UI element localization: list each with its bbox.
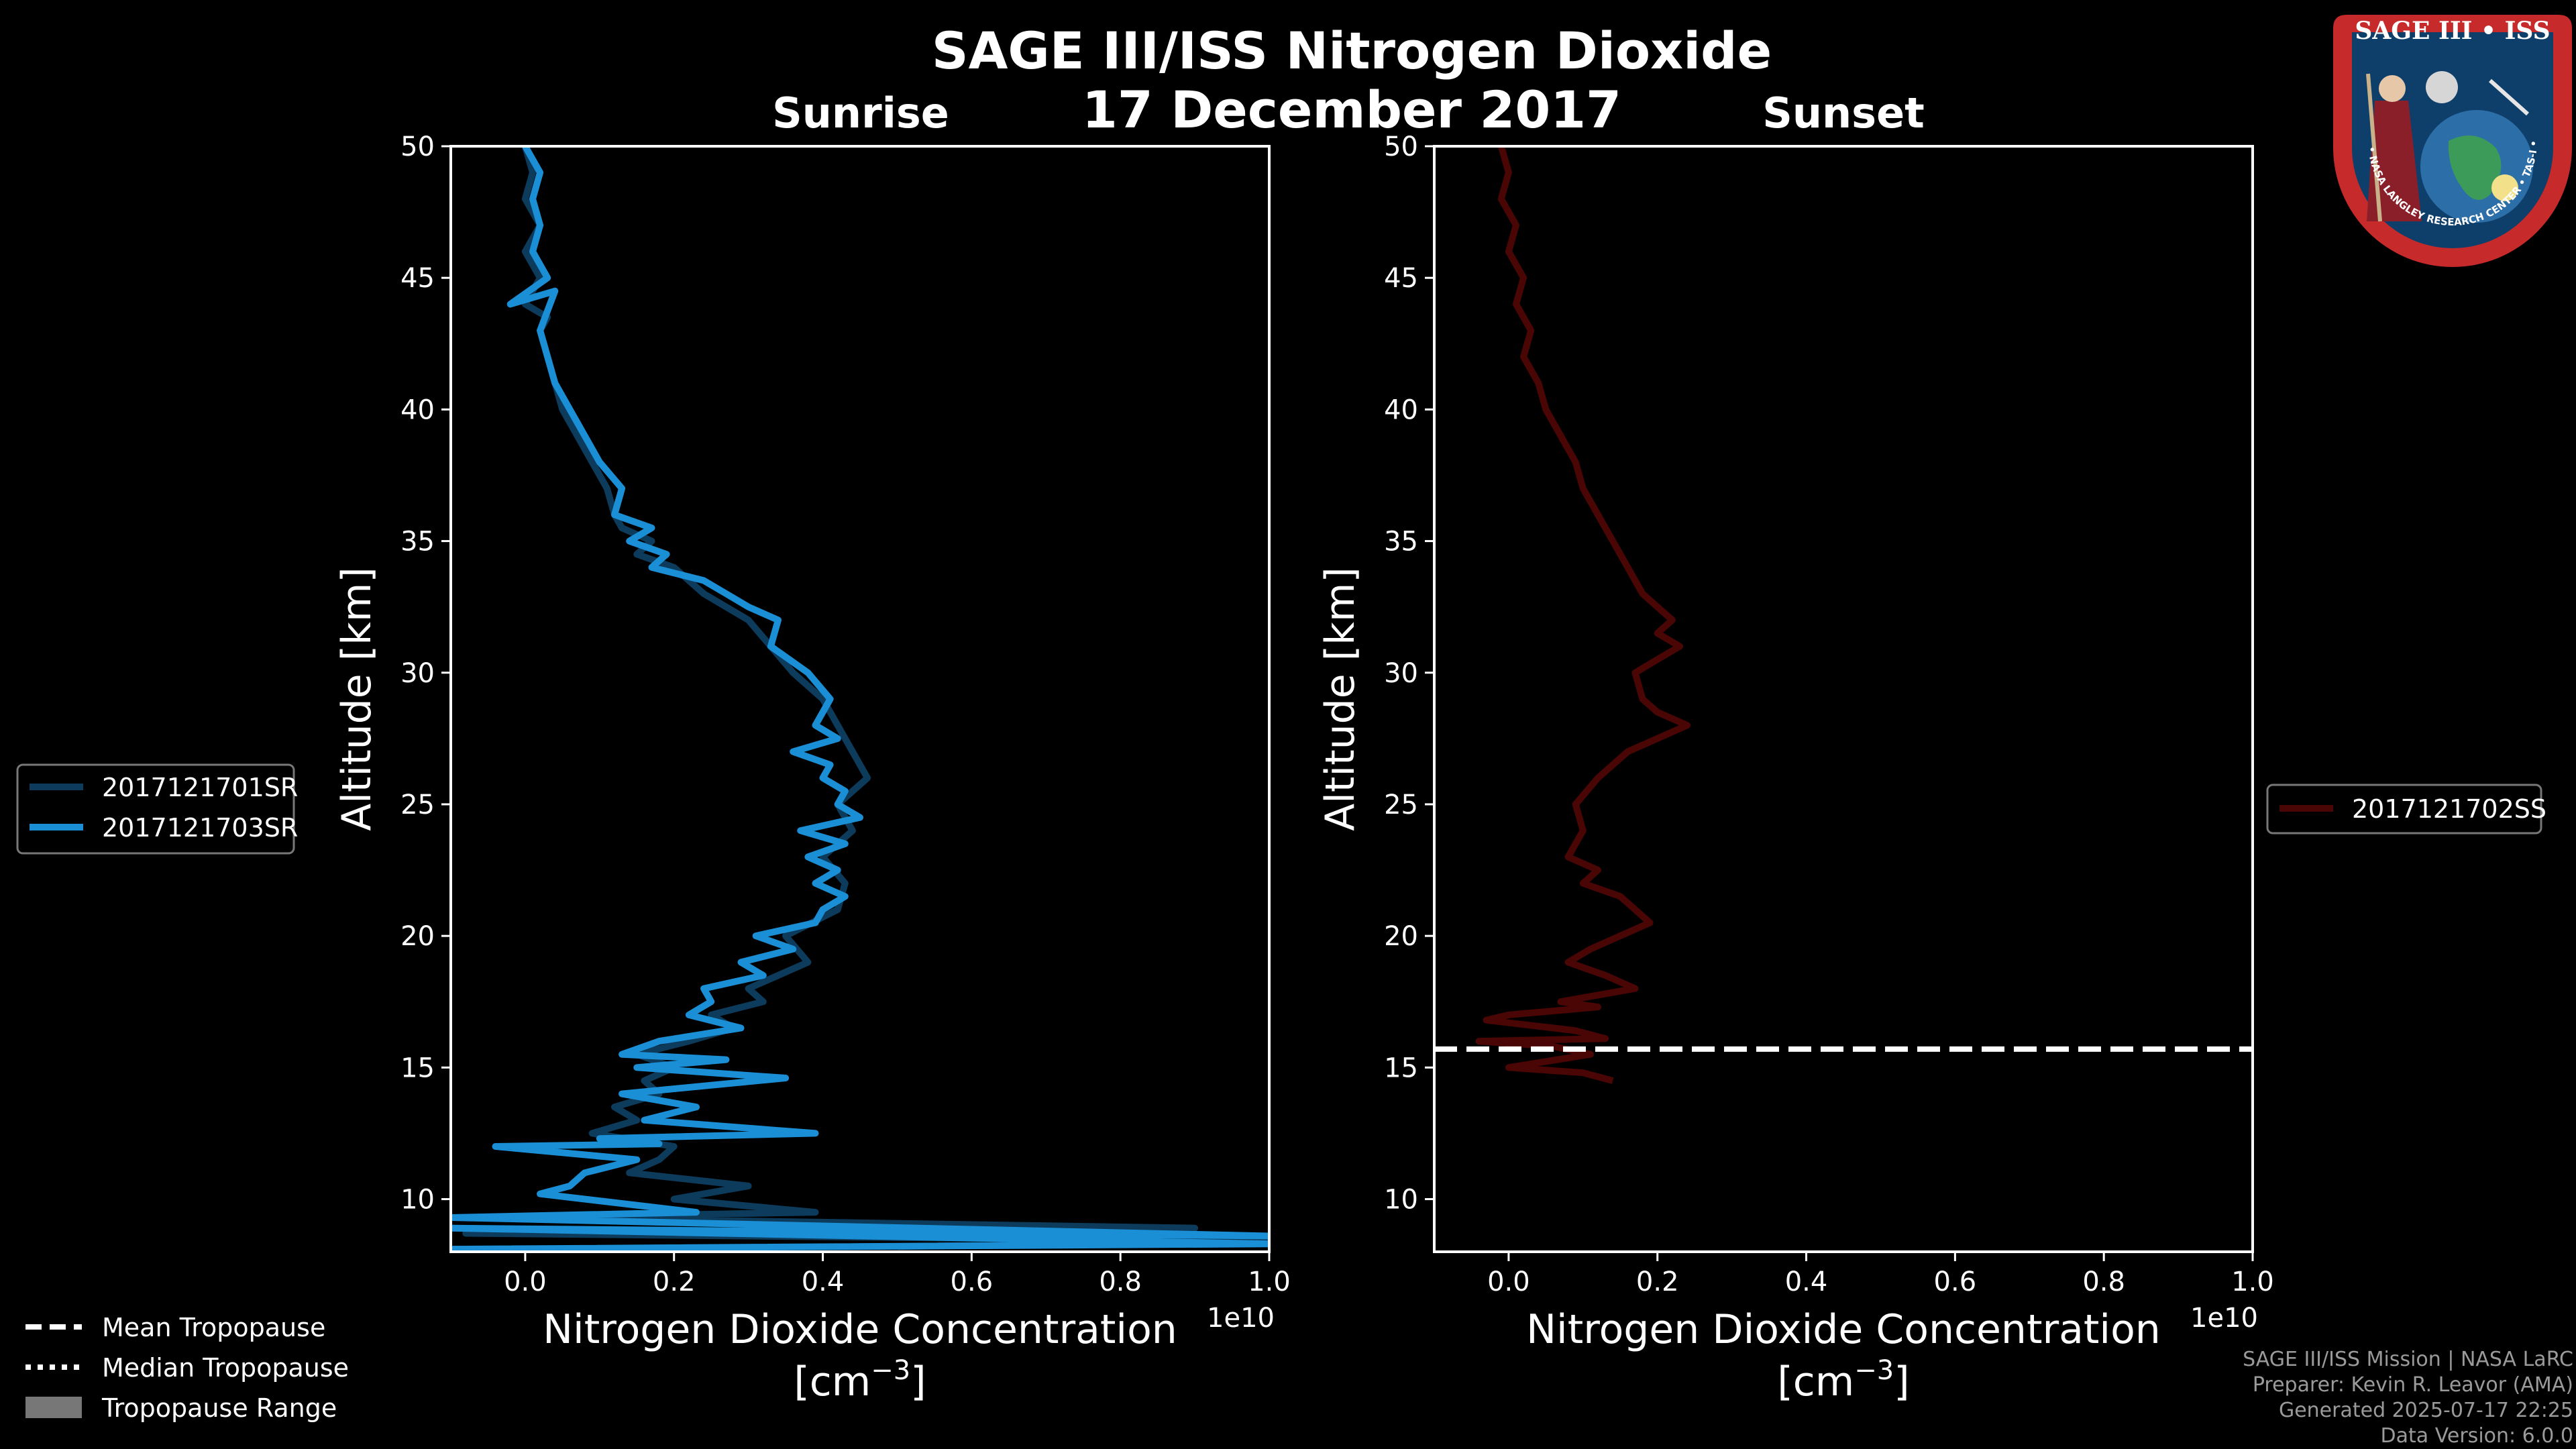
legend-swatch-tropopause-range — [25, 1397, 82, 1418]
y-axis-label-sunset: Altitude [km] — [1317, 567, 1364, 831]
legend-sunrise: 2017121701SR 2017121703SR — [16, 763, 298, 855]
y-tick-label-sunrise-1: 15 — [400, 1053, 435, 1083]
x-tick-label-sunset-4: 0.8 — [2082, 1267, 2125, 1297]
plot-area-sunrise — [451, 146, 1269, 1252]
panel-subtitle-sunrise: Sunrise — [772, 89, 949, 138]
y-tick-label-sunset-0: 10 — [1384, 1185, 1418, 1216]
y-tick-label-sunrise-6: 40 — [400, 394, 435, 425]
y-tick-label-sunset-5: 35 — [1384, 527, 1418, 557]
legend-label-2017121701SR: 2017121701SR — [102, 773, 298, 802]
footer-mission: SAGE III/ISS Mission | NASA LaRC — [2243, 1348, 2573, 1371]
legend-sunset: 2017121702SS — [2266, 784, 2546, 835]
legend-label-2017121703SR: 2017121703SR — [102, 813, 298, 843]
legend-label-median-tropopause: Median Tropopause — [102, 1353, 349, 1383]
footer-credits: SAGE III/ISS Mission | NASA LaRC Prepare… — [2243, 1348, 2573, 1448]
legend-label-mean-tropopause: Mean Tropopause — [102, 1313, 325, 1342]
y-tick-label-sunset-3: 25 — [1384, 790, 1418, 820]
logo-sun-icon — [2491, 174, 2518, 201]
series-line-2017121701SR — [462, 146, 1269, 1250]
y-axis-label-sunrise: Altitude [km] — [333, 567, 380, 831]
y-tick-label-sunset-6: 40 — [1384, 394, 1418, 425]
x-axis-label-sunset: Nitrogen Dioxide Concentration — [1526, 1306, 2161, 1353]
y-tick-label-sunrise-8: 50 — [400, 131, 435, 162]
footer-generated: Generated 2025-07-17 22:25 — [2279, 1399, 2573, 1422]
y-tick-label-sunrise-7: 45 — [400, 263, 435, 294]
x-axis-unit-sunrise: [cm−3] — [794, 1355, 926, 1405]
y-tick-label-sunrise-3: 25 — [400, 790, 435, 820]
footer-version: Data Version: 6.0.0 — [2381, 1424, 2573, 1448]
x-tick-label-sunset-1: 0.2 — [1636, 1267, 1679, 1297]
logo-continent-icon — [2448, 136, 2502, 200]
panel-sunset: 0.0 0.2 0.4 0.6 0.8 1.0 10 15 20 25 30 35 40 45 50 1e10… — [1317, 131, 2274, 1405]
chart-title: SAGE III/ISS Nitrogen Dioxide — [932, 21, 1772, 80]
logo-top-text: SAGE III • ISS — [2355, 17, 2550, 45]
x-tick-label-sunset-5: 1.0 — [2231, 1267, 2274, 1297]
series-line-2017121702SS — [1475, 146, 1691, 1084]
x-tick-label-sunrise-1: 0.2 — [653, 1267, 696, 1297]
series-line-2017121703SR — [451, 146, 1269, 1252]
y-tick-label-sunset-2: 20 — [1384, 921, 1418, 952]
legend-sunrise-frame — [16, 763, 295, 855]
y-tick-label-sunset-1: 15 — [1384, 1053, 1418, 1083]
y-tick-label-sunset-7: 45 — [1384, 263, 1418, 294]
x-offset-label-sunset: 1e10 — [2190, 1303, 2258, 1334]
x-tick-label-sunrise-5: 1.0 — [1248, 1267, 1291, 1297]
x-tick-label-sunset-0: 0.0 — [1487, 1267, 1530, 1297]
logo-figure-icon — [2367, 101, 2422, 221]
legend-tropopause: Mean Tropopause Median Tropopause Tropop… — [25, 1313, 349, 1423]
x-tick-label-sunset-2: 0.4 — [1785, 1267, 1828, 1297]
x-axis-unit-sunset: [cm−3] — [1777, 1355, 1909, 1405]
panel-subtitle-sunset: Sunset — [1762, 89, 1925, 138]
footer-preparer: Preparer: Kevin R. Leavor (AMA) — [2253, 1373, 2573, 1397]
x-tick-label-sunrise-3: 0.6 — [951, 1267, 994, 1297]
panel-sunrise: 0.0 0.2 0.4 0.6 0.8 1.0 10 15 20 25 30 35 40 45 50 1e10… — [333, 131, 1291, 1405]
logo-moon-icon — [2426, 71, 2458, 103]
y-tick-label-sunset-8: 50 — [1384, 131, 1418, 162]
x-axis-label-sunrise: Nitrogen Dioxide Concentration — [543, 1306, 1177, 1353]
logo-staff-icon — [2366, 73, 2382, 222]
x-tick-label-sunrise-2: 0.4 — [802, 1267, 845, 1297]
x-tick-label-sunrise-0: 0.0 — [504, 1267, 547, 1297]
y-tick-label-sunrise-2: 20 — [400, 921, 435, 952]
y-tick-label-sunrise-5: 35 — [400, 527, 435, 557]
axes-frame-sunset — [1433, 145, 2254, 1253]
y-tick-label-sunrise-4: 30 — [400, 658, 435, 689]
legend-label-tropopause-range: Tropopause Range — [101, 1393, 337, 1423]
legend-label-2017121702SS: 2017121702SS — [2352, 794, 2546, 824]
y-tick-label-sunrise-0: 10 — [400, 1185, 435, 1216]
x-tick-label-sunrise-4: 0.8 — [1099, 1267, 1142, 1297]
y-tick-label-sunset-4: 30 — [1384, 658, 1418, 689]
x-offset-label-sunrise: 1e10 — [1207, 1303, 1275, 1334]
logo-iss-icon — [2489, 78, 2529, 116]
logo-figure-head-icon — [2379, 75, 2406, 102]
plot-area-sunset — [1475, 146, 1691, 1084]
x-tick-label-sunset-3: 0.6 — [1934, 1267, 1977, 1297]
axes-frame-sunrise — [449, 145, 1271, 1253]
legend-sunset-frame — [2266, 784, 2542, 835]
chart-date: 17 December 2017 — [1082, 80, 1621, 140]
